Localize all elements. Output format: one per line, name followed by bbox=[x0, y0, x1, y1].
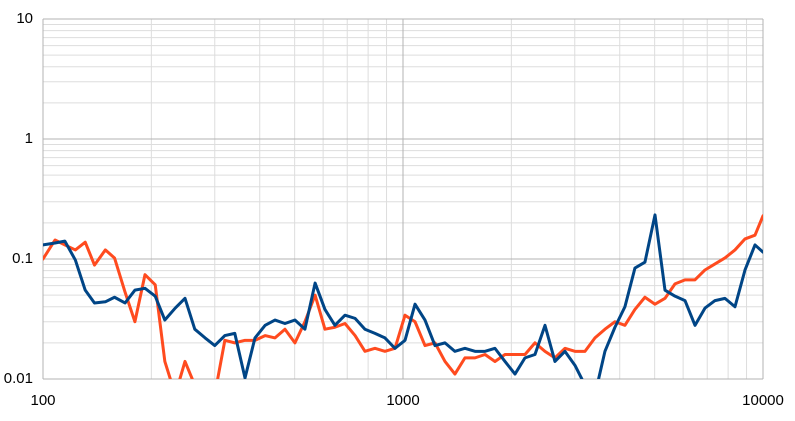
y-tick-label: 10 bbox=[16, 10, 33, 27]
series-line bbox=[43, 213, 763, 379]
y-tick-label: 0.01 bbox=[4, 370, 33, 387]
series-line bbox=[43, 214, 763, 379]
x-tick-label: 1000 bbox=[386, 392, 419, 409]
plot-area bbox=[43, 213, 763, 379]
x-tick-label: 10000 bbox=[742, 392, 784, 409]
y-tick-label: 0.1 bbox=[12, 250, 33, 267]
tick-labels: 0.01 0.1 1 10 100 1000 10000 bbox=[4, 10, 784, 409]
grid bbox=[42, 18, 764, 380]
x-tick-label: 100 bbox=[30, 392, 55, 409]
y-tick-label: 1 bbox=[25, 130, 33, 147]
